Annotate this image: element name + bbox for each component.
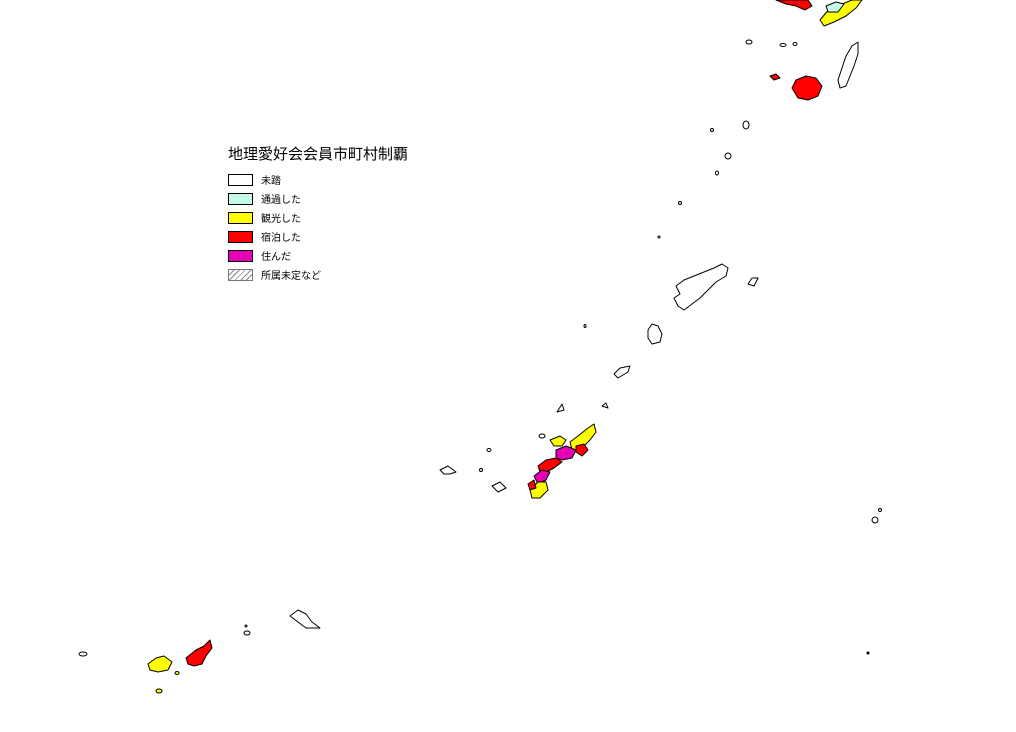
legend-item: 観光した	[228, 208, 408, 227]
islet	[243, 630, 251, 636]
legend-swatch	[228, 268, 253, 281]
map-legend: 地理愛好会会員市町村制覇 未踏通過した観光した宿泊した住んだ所属未定など	[228, 143, 408, 284]
legend-item: 通過した	[228, 189, 408, 208]
islet	[871, 516, 879, 524]
okinawa-central-red	[575, 443, 589, 457]
okinawa-motobu-yellow	[549, 435, 567, 447]
legend-label: 通過した	[261, 195, 301, 206]
islet	[779, 43, 787, 47]
islet	[486, 448, 492, 452]
islet	[244, 624, 248, 628]
legend-item: 所属未定など	[228, 265, 408, 284]
legend-item: 宿泊した	[228, 227, 408, 246]
amami-oshima	[673, 263, 729, 311]
legend-label: 未踏	[261, 176, 281, 187]
kumejima	[439, 465, 457, 475]
islet	[479, 468, 483, 472]
yoron	[601, 402, 609, 409]
islet	[657, 235, 661, 239]
islet	[724, 152, 732, 160]
island-top-teal	[825, 1, 845, 13]
yonaguni	[78, 651, 88, 657]
yakushima-red	[791, 75, 823, 101]
legend-label: 宿泊した	[261, 233, 301, 244]
okinawa-sw-red	[527, 479, 537, 491]
islet	[174, 671, 180, 675]
okinoerabu	[613, 365, 631, 379]
iriomote-yellow	[147, 655, 173, 673]
island-top-red	[775, 0, 813, 11]
legend-item: 未踏	[228, 170, 408, 189]
islet	[866, 651, 870, 655]
iheya	[556, 403, 565, 413]
legend-label: 住んだ	[261, 252, 291, 263]
islet	[715, 170, 719, 176]
miyakojima-area	[289, 609, 321, 629]
islet	[792, 42, 798, 46]
islet	[538, 433, 546, 439]
hateruma-yellow	[155, 688, 163, 694]
ishigaki-red	[185, 639, 213, 667]
legend-swatch	[228, 192, 253, 205]
kerama-islands	[491, 481, 507, 493]
legend-item: 住んだ	[228, 246, 408, 265]
islet	[878, 508, 882, 512]
legend-swatch	[228, 211, 253, 224]
islet	[742, 120, 750, 130]
islet	[678, 201, 682, 205]
legend-swatch	[228, 249, 253, 262]
legend-label: 観光した	[261, 214, 301, 225]
legend-swatch	[228, 173, 253, 186]
tokunoshima	[647, 323, 663, 345]
islet	[745, 39, 753, 45]
kuchinoerabu-red	[769, 73, 781, 81]
legend-title: 地理愛好会会員市町村制覇	[228, 145, 409, 163]
islet	[583, 324, 587, 328]
legend-rows: 未踏通過した観光した宿泊した住んだ所属未定など	[228, 170, 408, 284]
legend-label: 所属未定など	[261, 271, 321, 282]
kikaijima	[747, 277, 759, 287]
islet	[710, 128, 714, 132]
tanegashima	[837, 41, 859, 89]
legend-swatch	[228, 230, 253, 243]
